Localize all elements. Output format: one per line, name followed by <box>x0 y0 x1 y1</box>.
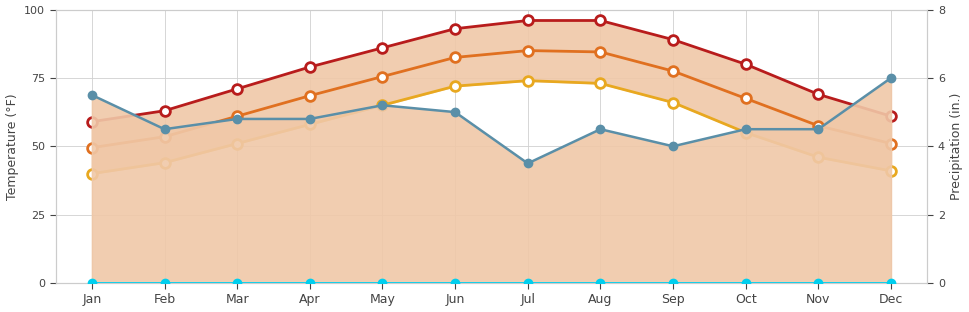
Y-axis label: Precipitation (in.): Precipitation (in.) <box>951 93 963 200</box>
Y-axis label: Temperature (°F): Temperature (°F) <box>6 93 18 200</box>
